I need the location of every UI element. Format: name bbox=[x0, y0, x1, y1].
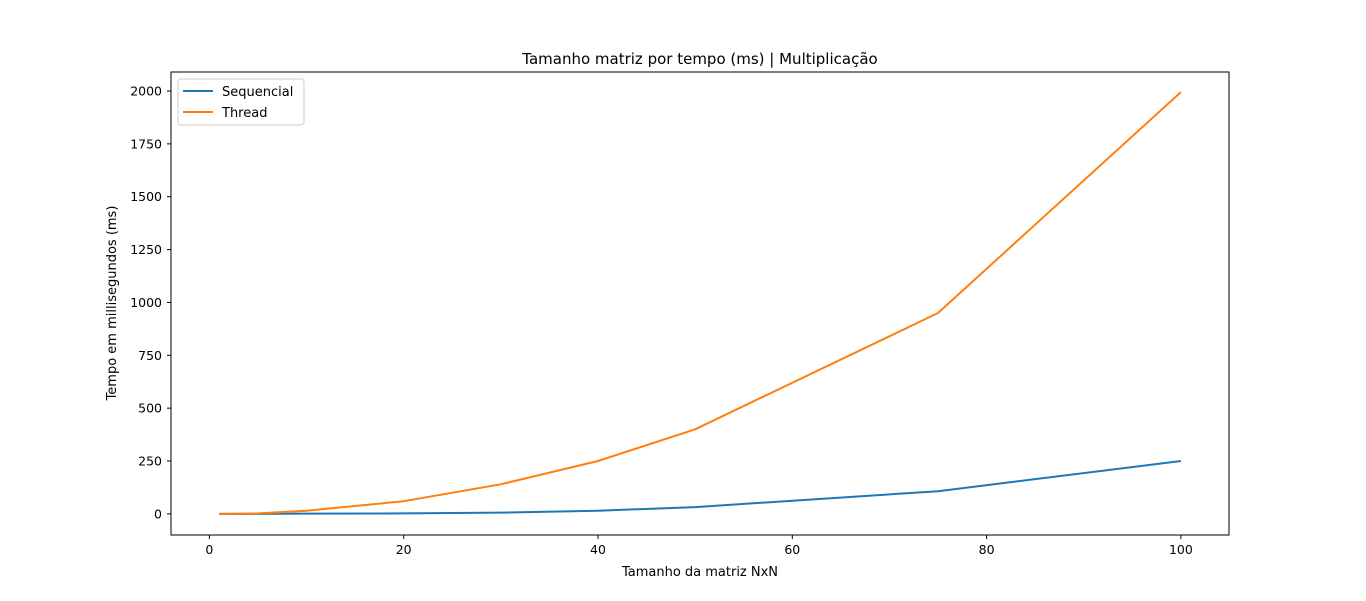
legend-label-sequencial: Sequencial bbox=[222, 85, 293, 100]
x-tick-label: 0 bbox=[205, 542, 213, 557]
x-tick-label: 80 bbox=[979, 542, 995, 557]
y-tick-label: 1250 bbox=[130, 242, 162, 257]
x-tick-label: 40 bbox=[590, 542, 606, 557]
x-axis-label: Tamanho da matriz NxN bbox=[621, 565, 778, 580]
legend-label-thread: Thread bbox=[221, 106, 267, 121]
y-tick-label: 2000 bbox=[130, 84, 162, 99]
x-tick-label: 20 bbox=[396, 542, 412, 557]
chart-title: Tamanho matriz por tempo (ms) | Multipli… bbox=[521, 50, 877, 68]
y-tick-label: 250 bbox=[138, 454, 162, 469]
x-tick-label: 100 bbox=[1169, 542, 1193, 557]
y-axis-label: Tempo em millisegundos (ms) bbox=[105, 206, 120, 402]
y-tick-label: 0 bbox=[154, 506, 162, 521]
y-tick-label: 500 bbox=[138, 401, 162, 416]
y-tick-label: 1750 bbox=[130, 136, 162, 151]
y-tick-label: 1500 bbox=[130, 189, 162, 204]
x-tick-label: 60 bbox=[784, 542, 800, 557]
y-tick-label: 1000 bbox=[130, 295, 162, 310]
legend: Sequencial Thread bbox=[178, 79, 304, 125]
y-tick-label: 750 bbox=[138, 348, 162, 363]
